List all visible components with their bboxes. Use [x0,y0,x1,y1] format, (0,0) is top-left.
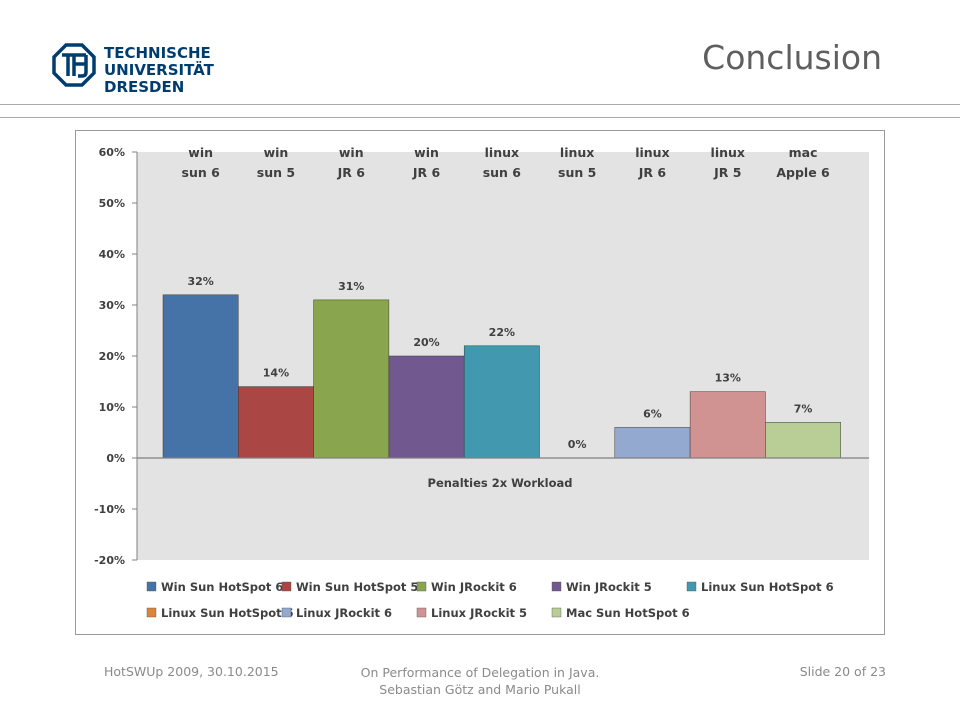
legend-label: Win JRockit 5 [566,580,652,594]
y-tick-label: -10% [94,503,125,516]
legend-swatch [146,581,157,592]
x-axis-title: Penalties 2x Workload [428,476,573,490]
legend-swatch [551,607,562,618]
column-header-line-1: mac [789,145,818,160]
footer-talk-info: On Performance of Delegation in Java. Se… [330,664,630,698]
legend-label: Linux Sun HotSpot 6 [701,580,834,594]
column-header-line-2: JR 6 [412,165,441,180]
y-tick-label: 40% [99,248,125,261]
column-header-line-2: sun 6 [483,165,522,180]
column-header-line-2: JR 6 [337,165,366,180]
legend-swatch [686,581,697,592]
legend-label: Win JRockit 6 [431,580,517,594]
column-header-line-2: Apple 6 [776,165,830,180]
bar [388,355,465,459]
footer-talk-title: On Performance of Delegation in Java. [360,665,600,680]
y-tick-label: 0% [106,452,125,465]
y-tick-label: 10% [99,401,125,414]
header-rule-top [0,104,960,105]
y-tick-label: 50% [99,197,125,210]
column-header-line-2: JR 6 [638,165,667,180]
tu-dresden-emblem-icon [52,43,96,87]
y-tick-label: -20% [94,554,125,567]
y-tick-label: 20% [99,350,125,363]
bar [313,299,390,459]
column-header-line-2: sun 5 [558,165,596,180]
logo-line-3: DRESDEN [104,78,185,96]
legend-swatch [416,581,427,592]
legend-label: Win Sun HotSpot 6 [161,580,283,594]
slide-title: Conclusion [702,38,882,77]
column-header-line-2: sun 5 [257,165,295,180]
legend-label: Win Sun HotSpot 5 [296,580,418,594]
data-label: 32% [187,275,213,288]
footer-slide-number: Slide 20 of 23 [799,664,886,679]
column-header-line-1: linux [635,145,669,160]
bar [689,391,766,459]
y-tick-label: 60% [99,146,125,159]
penalties-bar-chart: -20% -10% 0% 10% 20% 30% 40% 50% 60% 32% win sun 6 1… [94,145,869,620]
data-label: 20% [413,336,439,349]
footer-authors: Sebastian Götz and Mario Pukall [379,682,581,697]
column-header-line-1: win [339,145,364,160]
chart-frame: -20% -10% 0% 10% 20% 30% 40% 50% 60% 32% win sun 6 1… [75,130,885,635]
legend-swatch [281,607,292,618]
tu-dresden-logo [52,43,96,87]
footer-event-date: HotSWUp 2009, 30.10.2015 [104,664,279,679]
legend-swatch [416,607,427,618]
legend-swatch [551,581,562,592]
data-label: 13% [715,372,741,385]
column-header-line-1: win [414,145,439,160]
bar [463,345,540,459]
bar [238,386,314,459]
bar [162,294,239,459]
legend-label: Linux Sun HotSpot 5 [161,606,294,620]
column-header-line-2: sun 6 [182,165,221,180]
legend-label: Mac Sun HotSpot 6 [566,606,690,620]
logo-line-1: TECHNISCHE [104,44,211,62]
data-label: 0% [568,438,587,451]
column-header-line-1: linux [711,145,745,160]
data-label: 22% [489,326,515,339]
legend-label: Linux JRockit 6 [296,606,392,620]
logo-wordmark: TECHNISCHE UNIVERSITÄT DRESDEN [104,45,214,96]
data-label: 6% [643,407,662,420]
legend-swatch [146,607,157,618]
data-label: 7% [794,402,813,415]
legend-swatch [281,581,292,592]
data-label: 14% [263,367,289,380]
column-header-line-1: linux [485,145,519,160]
logo-line-2: UNIVERSITÄT [104,61,214,79]
bar [614,427,691,459]
header-rule-bottom [0,117,960,118]
data-label: 31% [338,280,364,293]
column-header-line-1: win [264,145,289,160]
bar [765,422,841,459]
column-header-line-1: linux [560,145,594,160]
column-header-line-2: JR 5 [713,165,741,180]
y-tick-label: 30% [99,299,125,312]
legend-label: Linux JRockit 5 [431,606,527,620]
column-header-line-1: win [188,145,213,160]
